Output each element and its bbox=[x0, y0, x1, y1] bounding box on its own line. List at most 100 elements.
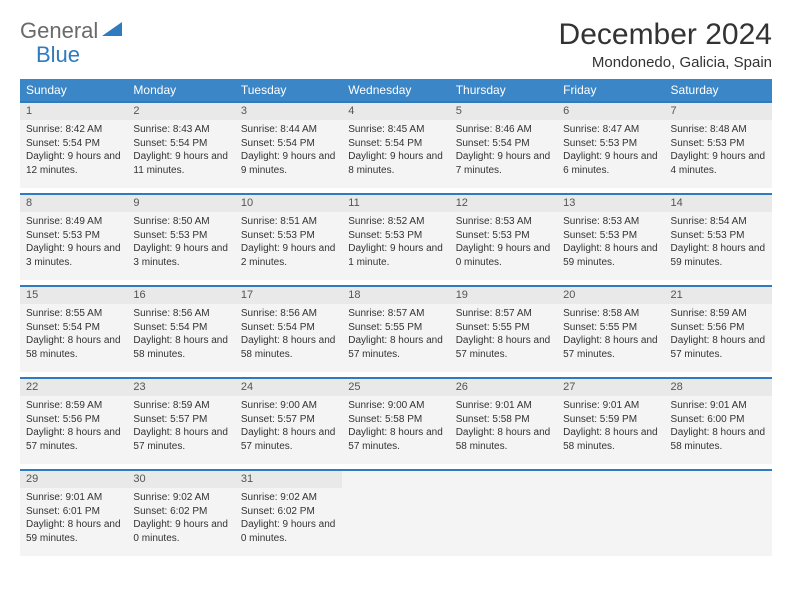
sunrise-line: Sunrise: 8:43 AM bbox=[133, 123, 228, 137]
daylight-line: Daylight: 9 hours and 1 minute. bbox=[348, 242, 443, 269]
daylight-line: Daylight: 8 hours and 57 minutes. bbox=[563, 334, 658, 361]
sunrise-line: Sunrise: 9:02 AM bbox=[133, 491, 228, 505]
sunset-line: Sunset: 5:55 PM bbox=[348, 321, 443, 335]
daylight-line: Daylight: 9 hours and 8 minutes. bbox=[348, 150, 443, 177]
day-detail-cell: Sunrise: 8:51 AMSunset: 5:53 PMDaylight:… bbox=[235, 212, 342, 280]
day-number-cell: 24 bbox=[235, 378, 342, 396]
day-detail-cell bbox=[665, 488, 772, 556]
daylight-line: Daylight: 8 hours and 58 minutes. bbox=[671, 426, 766, 453]
day-detail-cell: Sunrise: 8:57 AMSunset: 5:55 PMDaylight:… bbox=[450, 304, 557, 372]
sunrise-line: Sunrise: 8:49 AM bbox=[26, 215, 121, 229]
daylight-line: Daylight: 8 hours and 57 minutes. bbox=[348, 334, 443, 361]
day-number-cell: 8 bbox=[20, 194, 127, 212]
sunset-line: Sunset: 5:55 PM bbox=[456, 321, 551, 335]
sunset-line: Sunset: 5:55 PM bbox=[563, 321, 658, 335]
daylight-line: Daylight: 8 hours and 57 minutes. bbox=[241, 426, 336, 453]
detail-row: Sunrise: 8:59 AMSunset: 5:56 PMDaylight:… bbox=[20, 396, 772, 464]
day-detail-cell: Sunrise: 8:50 AMSunset: 5:53 PMDaylight:… bbox=[127, 212, 234, 280]
sunset-line: Sunset: 6:02 PM bbox=[133, 505, 228, 519]
day-number-cell: 2 bbox=[127, 102, 234, 120]
sunrise-line: Sunrise: 8:54 AM bbox=[671, 215, 766, 229]
daylight-line: Daylight: 9 hours and 0 minutes. bbox=[241, 518, 336, 545]
day-number-cell: 21 bbox=[665, 286, 772, 304]
daylight-line: Daylight: 8 hours and 58 minutes. bbox=[241, 334, 336, 361]
sunset-line: Sunset: 5:53 PM bbox=[26, 229, 121, 243]
sunrise-line: Sunrise: 9:01 AM bbox=[563, 399, 658, 413]
sunset-line: Sunset: 5:57 PM bbox=[133, 413, 228, 427]
day-detail-cell: Sunrise: 8:47 AMSunset: 5:53 PMDaylight:… bbox=[557, 120, 664, 188]
day-detail-cell bbox=[342, 488, 449, 556]
day-number-cell: 7 bbox=[665, 102, 772, 120]
day-detail-cell: Sunrise: 9:00 AMSunset: 5:58 PMDaylight:… bbox=[342, 396, 449, 464]
day-number-cell: 16 bbox=[127, 286, 234, 304]
sunset-line: Sunset: 5:54 PM bbox=[348, 137, 443, 151]
daynum-row: 891011121314 bbox=[20, 194, 772, 212]
sunset-line: Sunset: 5:59 PM bbox=[563, 413, 658, 427]
daynum-row: 1234567 bbox=[20, 102, 772, 120]
sunset-line: Sunset: 5:58 PM bbox=[348, 413, 443, 427]
sunrise-line: Sunrise: 8:46 AM bbox=[456, 123, 551, 137]
day-number-cell: 25 bbox=[342, 378, 449, 396]
logo-word-2: Blue bbox=[36, 42, 80, 67]
sunset-line: Sunset: 5:53 PM bbox=[563, 229, 658, 243]
weekday-header: Saturday bbox=[665, 79, 772, 102]
day-number-cell: 28 bbox=[665, 378, 772, 396]
sunrise-line: Sunrise: 8:44 AM bbox=[241, 123, 336, 137]
day-detail-cell: Sunrise: 9:01 AMSunset: 5:59 PMDaylight:… bbox=[557, 396, 664, 464]
day-detail-cell: Sunrise: 9:01 AMSunset: 6:01 PMDaylight:… bbox=[20, 488, 127, 556]
day-detail-cell: Sunrise: 8:57 AMSunset: 5:55 PMDaylight:… bbox=[342, 304, 449, 372]
day-number-cell bbox=[450, 470, 557, 488]
detail-row: Sunrise: 9:01 AMSunset: 6:01 PMDaylight:… bbox=[20, 488, 772, 556]
sunrise-line: Sunrise: 8:53 AM bbox=[563, 215, 658, 229]
location-label: Mondonedo, Galicia, Spain bbox=[559, 54, 772, 71]
sunrise-line: Sunrise: 8:51 AM bbox=[241, 215, 336, 229]
logo-word-2-wrap: Blue bbox=[36, 42, 80, 68]
day-number-cell: 1 bbox=[20, 102, 127, 120]
weekday-header: Thursday bbox=[450, 79, 557, 102]
weekday-header: Wednesday bbox=[342, 79, 449, 102]
sunrise-line: Sunrise: 8:59 AM bbox=[133, 399, 228, 413]
day-number-cell: 23 bbox=[127, 378, 234, 396]
day-detail-cell: Sunrise: 8:48 AMSunset: 5:53 PMDaylight:… bbox=[665, 120, 772, 188]
sunrise-line: Sunrise: 8:57 AM bbox=[348, 307, 443, 321]
day-number-cell: 11 bbox=[342, 194, 449, 212]
sunrise-line: Sunrise: 8:45 AM bbox=[348, 123, 443, 137]
daylight-line: Daylight: 8 hours and 58 minutes. bbox=[133, 334, 228, 361]
sunrise-line: Sunrise: 9:01 AM bbox=[456, 399, 551, 413]
weekday-header-row: Sunday Monday Tuesday Wednesday Thursday… bbox=[20, 79, 772, 102]
day-number-cell bbox=[665, 470, 772, 488]
daylight-line: Daylight: 8 hours and 57 minutes. bbox=[26, 426, 121, 453]
sunrise-line: Sunrise: 8:52 AM bbox=[348, 215, 443, 229]
day-detail-cell: Sunrise: 9:00 AMSunset: 5:57 PMDaylight:… bbox=[235, 396, 342, 464]
day-number-cell: 15 bbox=[20, 286, 127, 304]
sunset-line: Sunset: 5:57 PM bbox=[241, 413, 336, 427]
header: General December 2024 Mondonedo, Galicia… bbox=[20, 18, 772, 71]
day-detail-cell: Sunrise: 8:59 AMSunset: 5:56 PMDaylight:… bbox=[20, 396, 127, 464]
day-number-cell: 12 bbox=[450, 194, 557, 212]
daylight-line: Daylight: 9 hours and 6 minutes. bbox=[563, 150, 658, 177]
day-number-cell: 30 bbox=[127, 470, 234, 488]
sunrise-line: Sunrise: 8:59 AM bbox=[671, 307, 766, 321]
logo: General bbox=[20, 18, 130, 44]
daylight-line: Daylight: 8 hours and 58 minutes. bbox=[26, 334, 121, 361]
day-number-cell: 10 bbox=[235, 194, 342, 212]
sunset-line: Sunset: 5:53 PM bbox=[133, 229, 228, 243]
day-detail-cell: Sunrise: 8:56 AMSunset: 5:54 PMDaylight:… bbox=[127, 304, 234, 372]
daylight-line: Daylight: 9 hours and 3 minutes. bbox=[133, 242, 228, 269]
day-detail-cell bbox=[450, 488, 557, 556]
sunrise-line: Sunrise: 8:57 AM bbox=[456, 307, 551, 321]
daylight-line: Daylight: 9 hours and 11 minutes. bbox=[133, 150, 228, 177]
sunset-line: Sunset: 5:53 PM bbox=[456, 229, 551, 243]
sunrise-line: Sunrise: 8:47 AM bbox=[563, 123, 658, 137]
daylight-line: Daylight: 8 hours and 57 minutes. bbox=[456, 334, 551, 361]
sunset-line: Sunset: 5:58 PM bbox=[456, 413, 551, 427]
daylight-line: Daylight: 8 hours and 57 minutes. bbox=[348, 426, 443, 453]
daylight-line: Daylight: 8 hours and 59 minutes. bbox=[26, 518, 121, 545]
day-detail-cell: Sunrise: 9:02 AMSunset: 6:02 PMDaylight:… bbox=[235, 488, 342, 556]
day-detail-cell: Sunrise: 8:53 AMSunset: 5:53 PMDaylight:… bbox=[557, 212, 664, 280]
day-detail-cell: Sunrise: 8:42 AMSunset: 5:54 PMDaylight:… bbox=[20, 120, 127, 188]
sunrise-line: Sunrise: 9:00 AM bbox=[348, 399, 443, 413]
day-detail-cell: Sunrise: 9:02 AMSunset: 6:02 PMDaylight:… bbox=[127, 488, 234, 556]
sunset-line: Sunset: 6:02 PM bbox=[241, 505, 336, 519]
sunset-line: Sunset: 5:56 PM bbox=[671, 321, 766, 335]
